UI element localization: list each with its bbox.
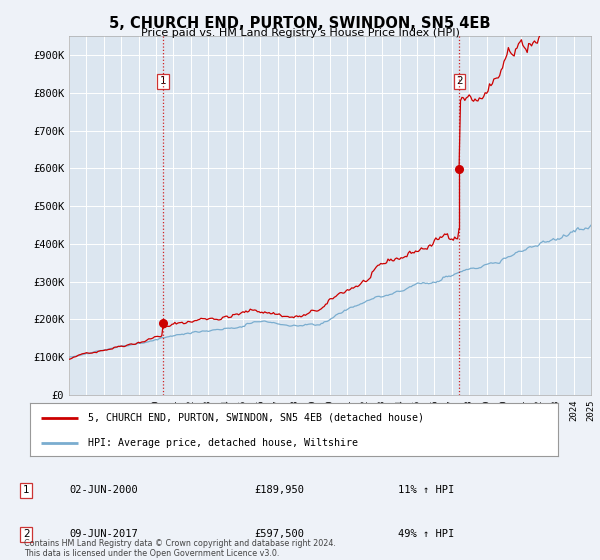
Text: £189,950: £189,950 bbox=[254, 486, 304, 496]
Text: 5, CHURCH END, PURTON, SWINDON, SN5 4EB (detached house): 5, CHURCH END, PURTON, SWINDON, SN5 4EB … bbox=[88, 413, 424, 423]
Text: 1: 1 bbox=[160, 76, 167, 86]
Text: 2: 2 bbox=[23, 529, 30, 539]
Text: 5, CHURCH END, PURTON, SWINDON, SN5 4EB: 5, CHURCH END, PURTON, SWINDON, SN5 4EB bbox=[109, 16, 491, 31]
Text: 1: 1 bbox=[23, 486, 30, 496]
Text: 49% ↑ HPI: 49% ↑ HPI bbox=[398, 529, 454, 539]
Text: 02-JUN-2000: 02-JUN-2000 bbox=[70, 486, 139, 496]
Text: £597,500: £597,500 bbox=[254, 529, 304, 539]
Text: HPI: Average price, detached house, Wiltshire: HPI: Average price, detached house, Wilt… bbox=[88, 438, 358, 448]
Text: 09-JUN-2017: 09-JUN-2017 bbox=[70, 529, 139, 539]
Text: Price paid vs. HM Land Registry's House Price Index (HPI): Price paid vs. HM Land Registry's House … bbox=[140, 28, 460, 38]
Text: 11% ↑ HPI: 11% ↑ HPI bbox=[398, 486, 454, 496]
Text: Contains HM Land Registry data © Crown copyright and database right 2024.
This d: Contains HM Land Registry data © Crown c… bbox=[24, 539, 336, 558]
Text: 2: 2 bbox=[456, 76, 463, 86]
